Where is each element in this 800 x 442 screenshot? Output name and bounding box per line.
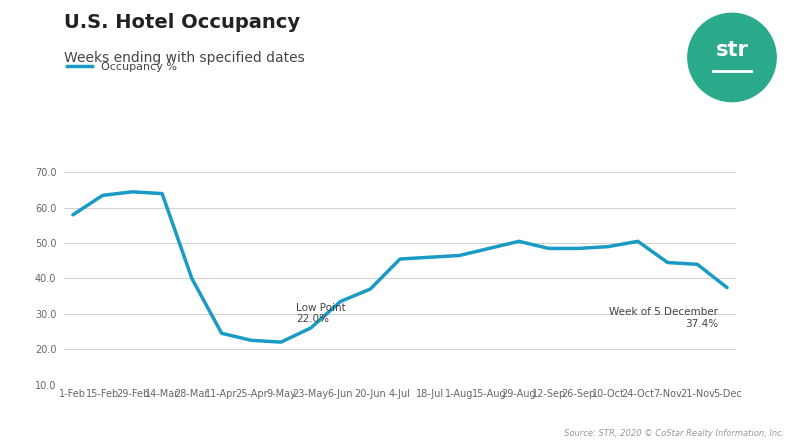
Circle shape	[688, 13, 776, 102]
Text: U.S. Hotel Occupancy: U.S. Hotel Occupancy	[64, 13, 300, 32]
Text: str: str	[715, 40, 749, 60]
Text: Source: STR, 2020 © CoStar Realty Information, Inc.: Source: STR, 2020 © CoStar Realty Inform…	[564, 429, 784, 438]
Text: Week of 5 December
37.4%: Week of 5 December 37.4%	[609, 307, 718, 329]
Text: Low Point
22.0%: Low Point 22.0%	[296, 303, 346, 324]
Text: Weeks ending with specified dates: Weeks ending with specified dates	[64, 51, 305, 65]
Legend: Occupancy %: Occupancy %	[63, 57, 181, 76]
